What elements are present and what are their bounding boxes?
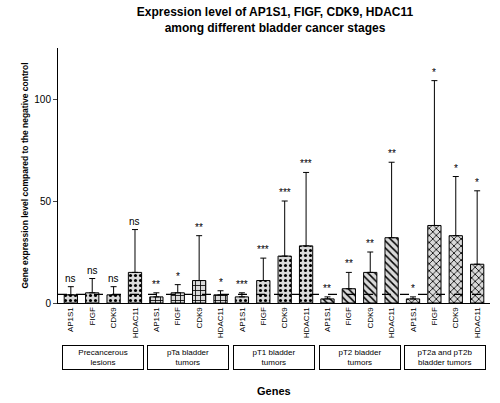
svg-text:FIGF: FIGF	[344, 307, 353, 325]
svg-text:ns: ns	[87, 265, 98, 276]
svg-text:**: **	[152, 279, 160, 290]
svg-text:pT2a and pT2bbladder tumors: pT2a and pT2bbladder tumors	[418, 348, 473, 367]
svg-text:AP1S1: AP1S1	[66, 307, 75, 332]
svg-text:HDAC11: HDAC11	[216, 307, 225, 339]
svg-text:HDAC11: HDAC11	[473, 307, 482, 339]
svg-text:**: **	[366, 238, 374, 249]
svg-text:100: 100	[34, 94, 51, 105]
svg-text:CDK9: CDK9	[280, 307, 289, 329]
svg-text:CDK9: CDK9	[195, 307, 204, 329]
svg-text:Expression level of AP1S1, FIG: Expression level of AP1S1, FIGF, CDK9, H…	[137, 5, 414, 35]
svg-text:FIGF: FIGF	[173, 307, 182, 325]
svg-text:*: *	[454, 163, 458, 174]
svg-text:FIGF: FIGF	[259, 307, 268, 325]
svg-text:ns: ns	[129, 216, 140, 227]
svg-text:CDK9: CDK9	[451, 307, 460, 329]
svg-text:**: **	[323, 283, 331, 294]
svg-text:HDAC11: HDAC11	[131, 307, 140, 339]
svg-text:***: ***	[279, 187, 291, 198]
svg-text:**: **	[195, 222, 203, 233]
svg-text:AP1S1: AP1S1	[238, 307, 247, 332]
svg-text:*: *	[475, 177, 479, 188]
svg-text:*: *	[176, 271, 180, 282]
svg-text:AP1S1: AP1S1	[152, 307, 161, 332]
svg-text:ns: ns	[108, 273, 119, 284]
svg-text:AP1S1: AP1S1	[409, 307, 418, 332]
svg-text:pT2 bladdertumors: pT2 bladdertumors	[338, 348, 381, 367]
svg-text:***: ***	[257, 244, 269, 255]
svg-text:*: *	[411, 283, 415, 294]
svg-text:**: **	[388, 148, 396, 159]
svg-text:50: 50	[40, 196, 52, 207]
svg-text:pTa bladdertumors: pTa bladdertumors	[167, 348, 209, 367]
svg-text:**: **	[345, 258, 353, 269]
svg-text:CDK9: CDK9	[109, 307, 118, 329]
svg-text:***: ***	[300, 158, 312, 169]
svg-text:CDK9: CDK9	[366, 307, 375, 329]
svg-text:AP1S1: AP1S1	[323, 307, 332, 332]
svg-text:*: *	[432, 67, 436, 78]
svg-text:ns: ns	[65, 273, 76, 284]
svg-text:HDAC11: HDAC11	[302, 307, 311, 339]
svg-text:Gene expression level compared: Gene expression level compared to the ne…	[20, 62, 30, 288]
svg-text:***: ***	[236, 279, 248, 290]
svg-text:*: *	[219, 277, 223, 288]
svg-text:FIGF: FIGF	[430, 307, 439, 325]
svg-text:0: 0	[45, 298, 51, 309]
svg-text:Precancerouslesions: Precancerouslesions	[78, 348, 127, 367]
svg-text:FIGF: FIGF	[88, 307, 97, 325]
svg-text:Genes: Genes	[257, 385, 291, 397]
svg-text:pT1 bladdertumors: pT1 bladdertumors	[252, 348, 295, 367]
svg-text:HDAC11: HDAC11	[387, 307, 396, 339]
